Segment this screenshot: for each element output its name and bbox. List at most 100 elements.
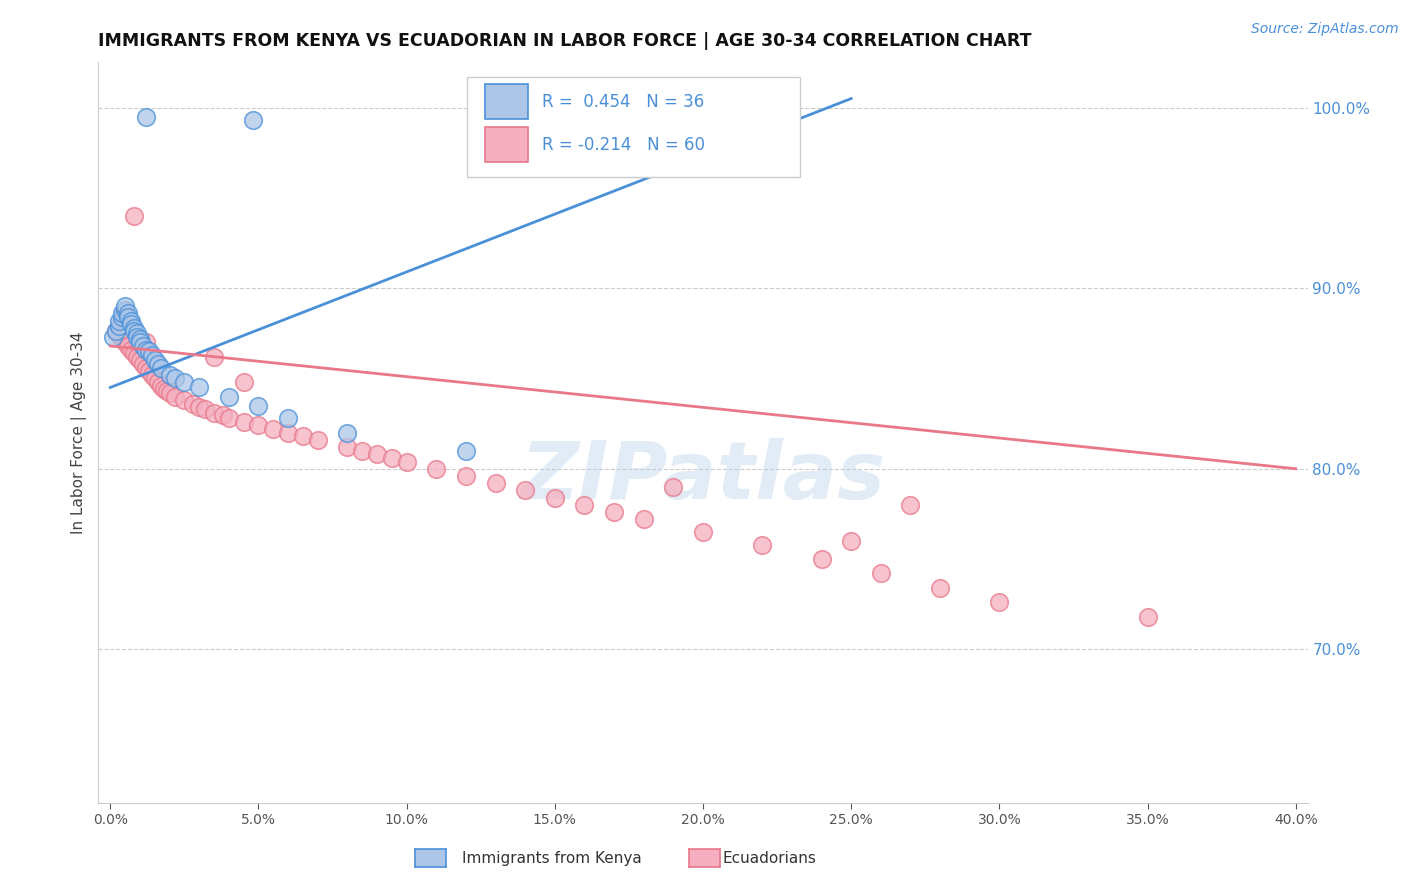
Point [114,302,136,317]
FancyBboxPatch shape [485,84,527,120]
Point [117,310,139,324]
Point [135,335,157,350]
Point [122,346,145,360]
Point [188,380,211,394]
Point [159,385,181,400]
Point [143,353,166,368]
Point [291,429,314,443]
Point [103,330,125,344]
Text: Source: ZipAtlas.com: Source: ZipAtlas.com [1251,22,1399,37]
Point [129,353,152,368]
Point [544,491,567,505]
Point [117,306,139,320]
Point [135,360,157,375]
Point [132,339,155,353]
Point [574,498,596,512]
Point [692,524,714,539]
Point [138,344,160,359]
Point [277,411,299,425]
Point [232,415,254,429]
Point [159,368,181,382]
Text: Ecuadorians: Ecuadorians [723,851,817,866]
Point [135,343,157,357]
Point [277,425,299,440]
Point [108,319,131,334]
Point [212,408,235,422]
Point [181,397,204,411]
Point [125,330,148,344]
Point [232,375,254,389]
Point [105,325,128,339]
Point [454,469,477,483]
Point [751,538,773,552]
Point [122,325,145,339]
Point [125,326,148,341]
Point [141,348,163,362]
Point [336,440,359,454]
Point [114,299,136,313]
Text: ZIPatlas: ZIPatlas [520,438,886,516]
Point [425,461,447,475]
Text: IMMIGRANTS FROM KENYA VS ECUADORIAN IN LABOR FORCE | AGE 30-34 CORRELATION CHART: IMMIGRANTS FROM KENYA VS ECUADORIAN IN L… [98,32,1032,50]
Point [839,533,862,548]
Point [149,360,172,375]
Point [242,113,264,128]
Point [202,406,225,420]
Point [152,382,174,396]
Point [111,306,134,320]
Point [114,335,136,350]
Point [146,357,169,371]
Point [366,447,388,461]
Point [138,364,160,378]
Point [395,454,418,468]
Point [484,476,506,491]
Text: R =  0.454   N = 36: R = 0.454 N = 36 [543,93,704,111]
Point [173,375,195,389]
Point [336,425,359,440]
Point [155,384,177,398]
Point [173,393,195,408]
Point [381,450,404,465]
Point [143,371,166,385]
Point [352,443,374,458]
Point [262,422,284,436]
Point [247,418,270,433]
Point [141,368,163,382]
Point [129,335,152,350]
Point [810,552,832,566]
Point [603,505,626,519]
Point [111,332,134,346]
Text: Immigrants from Kenya: Immigrants from Kenya [463,851,641,866]
Point [125,350,148,364]
Point [165,371,187,385]
Point [111,310,134,324]
Point [188,401,211,415]
Point [122,209,145,223]
Point [105,325,128,339]
FancyBboxPatch shape [467,78,800,178]
Point [247,399,270,413]
Point [120,343,142,357]
Point [120,318,142,332]
Point [202,350,225,364]
Point [988,595,1011,609]
Point [218,411,240,425]
Point [122,321,145,335]
Point [900,498,922,512]
Point [194,402,217,417]
Point [108,313,131,327]
Point [454,443,477,458]
Point [1136,609,1159,624]
Text: R = -0.214   N = 60: R = -0.214 N = 60 [543,136,706,153]
Point [633,512,655,526]
Point [929,581,952,595]
Point [218,390,240,404]
Point [662,480,685,494]
Point [515,483,537,498]
Point [146,375,169,389]
Point [108,328,131,343]
Point [120,313,142,327]
FancyBboxPatch shape [485,127,527,162]
Y-axis label: In Labor Force | Age 30-34: In Labor Force | Age 30-34 [72,331,87,534]
Point [132,357,155,371]
